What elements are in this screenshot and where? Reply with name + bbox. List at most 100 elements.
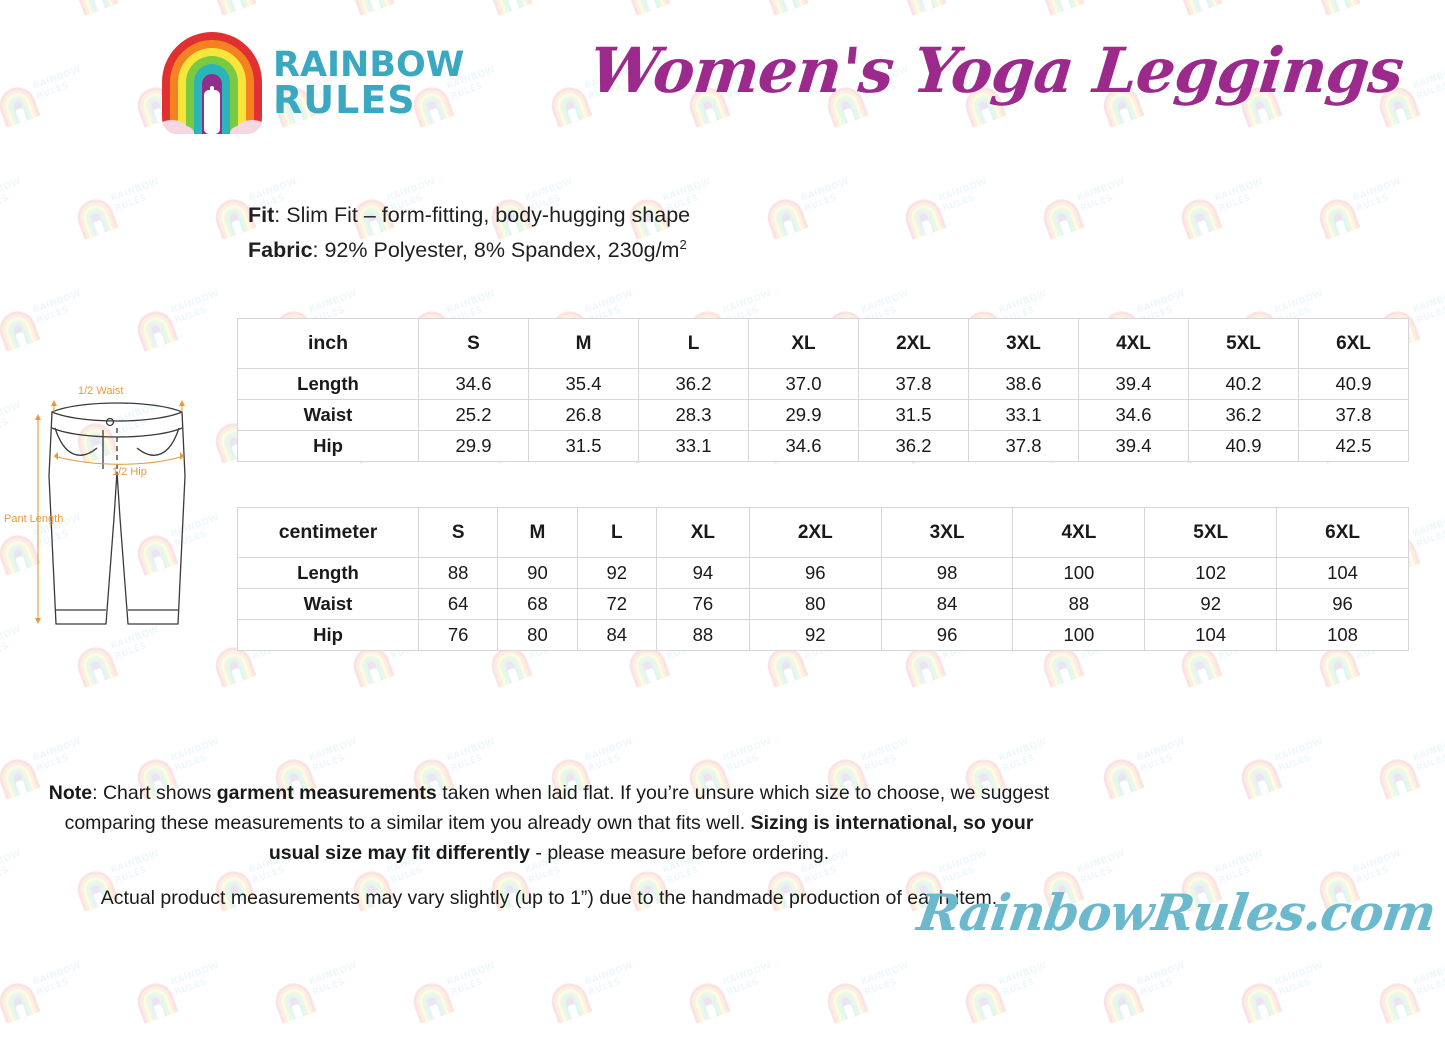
cell-length-4xl: 39.4: [1078, 368, 1189, 400]
cell-length-3xl: 38.6: [968, 368, 1079, 400]
note-secondary: Actual product measurements may vary sli…: [100, 887, 998, 909]
table-row: Length 34.6 35.4 36.2 37.0 37.8 38.6 39.…: [237, 368, 1409, 400]
watermark-text: RAINBOW RULES: [109, 176, 161, 215]
size-header-4xl: 4XL: [1012, 507, 1146, 558]
spec-fabric-line: Fabric: 92% Polyester, 8% Spandex, 230g/…: [248, 230, 690, 265]
cell-waist-l: 72: [576, 588, 657, 620]
size-table-inch: inch S M L XL 2XL 3XL 4XL 5XL 6XL Length…: [237, 318, 1409, 462]
watermark-tile: RAINBOW RULES: [130, 282, 242, 375]
watermark-text: RAINBOW RULES: [1213, 848, 1265, 887]
watermark-tile: RAINBOW RULES: [898, 170, 1010, 263]
cell-length-m: 35.4: [528, 368, 639, 400]
watermark-tile: RAINBOW RULES: [268, 954, 380, 1047]
cell-waist-4xl: 88: [1012, 588, 1146, 620]
watermark-tile: RAINBOW RULES: [130, 954, 242, 1047]
watermark-text: RAINBOW RULES: [1075, 848, 1127, 887]
watermark-text: RAINBOW RULES: [1135, 960, 1187, 999]
spec-fabric-value: : 92% Polyester, 8% Spandex, 230g/m: [312, 238, 680, 263]
row-label-hip: Hip: [237, 619, 419, 651]
diagram-label-length: Pant Length: [4, 513, 63, 525]
cell-hip-6xl: 108: [1276, 619, 1409, 651]
watermark-tile: RAINBOW RULES: [0, 282, 104, 375]
watermark-tile: RAINBOW RULES: [1174, 170, 1286, 263]
cell-length-xl: 94: [655, 557, 750, 589]
watermark-rainbow-icon: [548, 981, 593, 1024]
row-label-length: Length: [237, 557, 419, 589]
watermark-rainbow-icon: [272, 981, 317, 1024]
cell-length-5xl: 102: [1144, 557, 1278, 589]
cell-length-3xl: 98: [880, 557, 1014, 589]
spec-fit-line: Fit: Slim Fit – form-fitting, body-huggi…: [248, 200, 690, 230]
size-table-inch-body: Length 34.6 35.4 36.2 37.0 37.8 38.6 39.…: [237, 368, 1409, 462]
size-header-5xl: 5XL: [1144, 507, 1278, 558]
cell-length-s: 34.6: [418, 368, 529, 400]
watermark-tile: RAINBOW RULES: [70, 170, 182, 263]
cell-waist-6xl: 37.8: [1298, 399, 1409, 431]
page-title: Women's Yoga Leggings: [586, 34, 1407, 107]
cell-waist-xl: 29.9: [748, 399, 859, 431]
watermark-text: RAINBOW RULES: [1075, 176, 1127, 215]
note-part3: - please measure before ordering.: [529, 842, 830, 864]
size-header-6xl: 6XL: [1298, 318, 1409, 369]
table-row: Waist 25.2 26.8 28.3 29.9 31.5 33.1 34.6…: [237, 399, 1409, 431]
watermark-text: RAINBOW RULES: [1411, 512, 1445, 551]
watermark-text: RAINBOW RULES: [1135, 736, 1187, 775]
watermark-tile: RAINBOW RULES: [760, 170, 872, 263]
watermark-text: RAINBOW RULES: [1411, 960, 1445, 999]
size-table-inch-head: inch S M L XL 2XL 3XL 4XL 5XL 6XL: [237, 318, 1409, 369]
watermark-rainbow-icon: [686, 981, 731, 1024]
diagram-label-hip: 1/2 Hip: [112, 466, 147, 478]
brand-wordmark: Rainbow Rules: [273, 45, 465, 120]
watermark-rainbow-icon: [962, 981, 1007, 1024]
cell-length-6xl: 104: [1276, 557, 1409, 589]
size-header-xl: XL: [748, 318, 859, 369]
spec-fabric-superscript: 2: [679, 237, 687, 252]
watermark-rainbow-icon: [1316, 197, 1361, 240]
watermark-tile: RAINBOW RULES: [1312, 170, 1424, 263]
watermark-tile: RAINBOW RULES: [1234, 730, 1346, 823]
row-label-waist: Waist: [237, 588, 419, 620]
watermark-text: RAINBOW RULES: [0, 176, 23, 215]
watermark-rainbow-icon: [134, 309, 179, 352]
watermark-text: RAINBOW RULES: [721, 960, 773, 999]
watermark-rainbow-icon: [1178, 197, 1223, 240]
cell-hip-l: 84: [576, 619, 657, 651]
cell-hip-m: 31.5: [528, 430, 639, 462]
watermark-rainbow-icon: [1100, 757, 1145, 800]
brand-name-line1: Rainbow: [273, 45, 465, 85]
table-row: Waist 64 68 72 76 80 84 88 92 96: [237, 588, 1409, 620]
size-header-l: L: [638, 318, 749, 369]
watermark-tile: RAINBOW RULES: [958, 954, 1070, 1047]
table-row: Length 88 90 92 94 96 98 100 102 104: [237, 557, 1409, 589]
watermark-text: RAINBOW RULES: [583, 736, 635, 775]
note-part2: taken when laid flat. If you’re unsure w…: [64, 782, 1050, 834]
cell-length-5xl: 40.2: [1188, 368, 1299, 400]
watermark-tile: RAINBOW RULES: [1096, 730, 1208, 823]
watermark-text: RAINBOW RULES: [445, 960, 497, 999]
size-table-cm-head: centimeter S M L XL 2XL 3XL 4XL 5XL 6XL: [237, 507, 1409, 558]
watermark-rainbow-icon: [1238, 757, 1283, 800]
brand-logo: Rainbow Rules: [160, 26, 464, 140]
watermark-tile: RAINBOW RULES: [1372, 730, 1445, 823]
cell-waist-m: 68: [497, 588, 578, 620]
cell-waist-xl: 76: [655, 588, 750, 620]
cell-waist-2xl: 80: [748, 588, 882, 620]
cell-hip-5xl: 40.9: [1188, 430, 1299, 462]
watermark-text: RAINBOW RULES: [859, 960, 911, 999]
watermark-text: RAINBOW RULES: [997, 736, 1049, 775]
cell-waist-2xl: 31.5: [858, 399, 969, 431]
cell-length-2xl: 96: [748, 557, 882, 589]
pants-measurement-diagram: 1/2 Waist 1/2 Hip Pant Length: [4, 385, 186, 625]
size-table-cm-body: Length 88 90 92 94 96 98 100 102 104 Wai…: [237, 557, 1409, 651]
cell-hip-xl: 88: [655, 619, 750, 651]
unit-header-centimeter: centimeter: [237, 507, 419, 558]
cell-waist-s: 25.2: [418, 399, 529, 431]
watermark-tile: RAINBOW RULES: [0, 170, 44, 263]
watermark-rainbow-icon: [1040, 197, 1085, 240]
cell-waist-5xl: 92: [1144, 588, 1278, 620]
cell-length-2xl: 37.8: [858, 368, 969, 400]
watermark-rainbow-icon: [1376, 757, 1421, 800]
watermark-rainbow-icon: [902, 197, 947, 240]
watermark-text: RAINBOW RULES: [799, 176, 851, 215]
watermark-rainbow-icon: [74, 645, 119, 688]
